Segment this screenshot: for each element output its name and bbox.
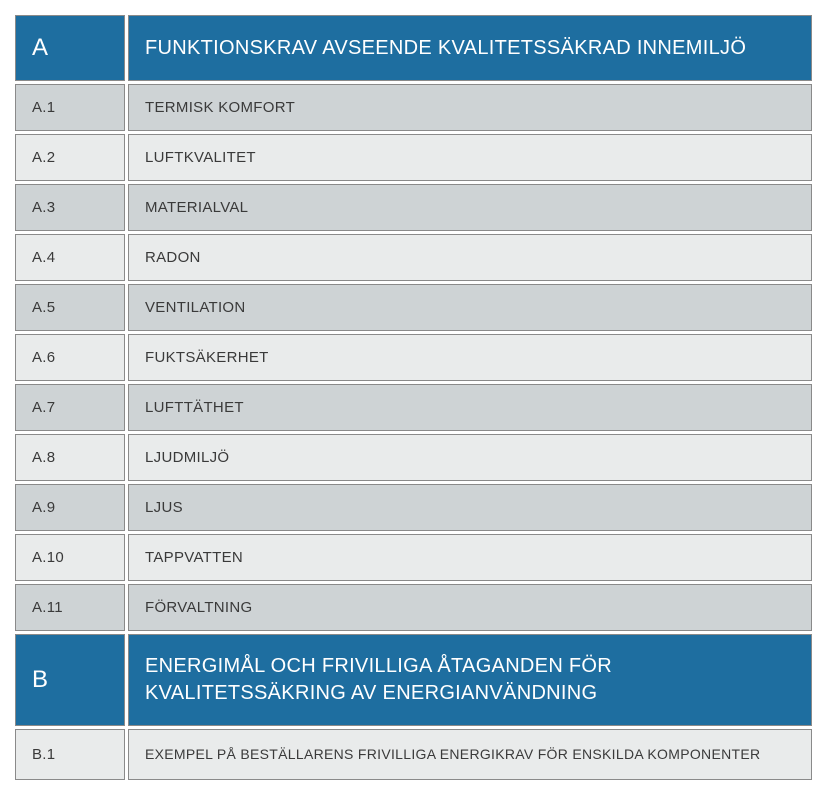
row-label: VENTILATION [128, 284, 812, 331]
section-title: FUNKTIONSKRAV AVSEENDE KVALITETSSÄKRAD I… [128, 15, 812, 81]
row-code: A.9 [15, 484, 125, 531]
row-code: A.5 [15, 284, 125, 331]
section-code: A [15, 15, 125, 81]
table-row: A.9 LJUS [15, 484, 812, 531]
table-row: A.5 VENTILATION [15, 284, 812, 331]
row-code: A.6 [15, 334, 125, 381]
row-code: A.8 [15, 434, 125, 481]
row-code: A.4 [15, 234, 125, 281]
row-code: A.10 [15, 534, 125, 581]
row-label: EXEMPEL PÅ BESTÄLLARENS FRIVILLIGA ENERG… [128, 729, 812, 780]
table-row: A.1 TERMISK KOMFORT [15, 84, 812, 131]
table-row: A.3 MATERIALVAL [15, 184, 812, 231]
row-label: TAPPVATTEN [128, 534, 812, 581]
row-code: A.11 [15, 584, 125, 631]
section-header-row: A FUNKTIONSKRAV AVSEENDE KVALITETSSÄKRAD… [15, 15, 812, 81]
table-row: A.4 RADON [15, 234, 812, 281]
row-code: A.1 [15, 84, 125, 131]
table-row: A.10 TAPPVATTEN [15, 534, 812, 581]
table-row: A.8 LJUDMILJÖ [15, 434, 812, 481]
section-code: B [15, 634, 125, 726]
table-row: A.11 FÖRVALTNING [15, 584, 812, 631]
row-label: LUFTTÄTHET [128, 384, 812, 431]
row-label: MATERIALVAL [128, 184, 812, 231]
row-label: TERMISK KOMFORT [128, 84, 812, 131]
row-label: FUKTSÄKERHET [128, 334, 812, 381]
row-code: A.7 [15, 384, 125, 431]
section-header-row: B ENERGIMÅL OCH FRIVILLIGA ÅTAGANDEN FÖR… [15, 634, 812, 726]
row-label: FÖRVALTNING [128, 584, 812, 631]
table-row: B.1 EXEMPEL PÅ BESTÄLLARENS FRIVILLIGA E… [15, 729, 812, 780]
row-code: A.3 [15, 184, 125, 231]
table-row: A.7 LUFTTÄTHET [15, 384, 812, 431]
requirements-table: A FUNKTIONSKRAV AVSEENDE KVALITETSSÄKRAD… [12, 12, 815, 783]
row-label: LJUDMILJÖ [128, 434, 812, 481]
row-label: RADON [128, 234, 812, 281]
row-label: LJUS [128, 484, 812, 531]
table-row: A.2 LUFTKVALITET [15, 134, 812, 181]
section-title: ENERGIMÅL OCH FRIVILLIGA ÅTAGANDEN FÖR K… [128, 634, 812, 726]
row-code: B.1 [15, 729, 125, 780]
row-label: LUFTKVALITET [128, 134, 812, 181]
table-body: A FUNKTIONSKRAV AVSEENDE KVALITETSSÄKRAD… [15, 15, 812, 780]
table-row: A.6 FUKTSÄKERHET [15, 334, 812, 381]
row-code: A.2 [15, 134, 125, 181]
